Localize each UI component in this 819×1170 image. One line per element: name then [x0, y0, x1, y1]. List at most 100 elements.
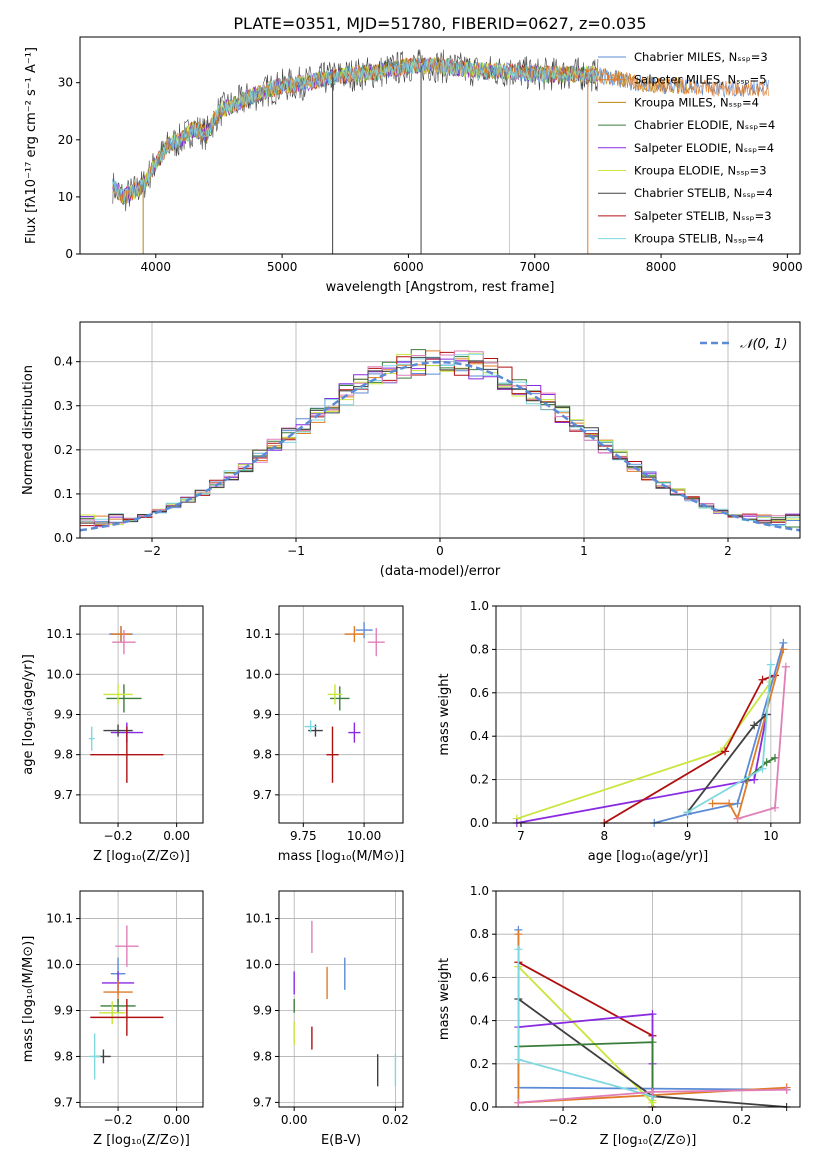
y-tick-label: 10	[58, 190, 73, 204]
y-tick-label: 9.7	[54, 1095, 73, 1109]
legend-label: Salpeter STELIB, Nₛₛₚ=3	[634, 209, 772, 223]
x-tick-label: 0.00	[163, 1113, 190, 1127]
legend-label: Kroupa STELIB, Nₛₛₚ=4	[634, 232, 764, 246]
y-tick-label: 10.1	[46, 627, 73, 641]
residuals-panel: −2 −1 0 1 2 0.0 0.1 0.2 0.3 0.4 (data-model)/error…	[21, 321, 801, 579]
y-axis-label: mass weight	[437, 958, 452, 1040]
spectrum-line-9	[112, 57, 599, 204]
weight-marker	[750, 775, 759, 784]
weight-marker	[683, 808, 692, 817]
y-tick-label: 10.0	[46, 958, 73, 972]
weight-marker	[648, 1038, 657, 1047]
weight-line-6	[686, 713, 768, 813]
legend-label: Kroupa MILES, Nₛₛₚ=4	[634, 95, 759, 109]
x-tick-label: 0.00	[163, 829, 190, 843]
y-tick-label: 0.2	[470, 1057, 489, 1071]
weight-marker	[762, 758, 771, 767]
weight-z-panel: −0.2 0.0 0.2 0.0 0.2 0.4 0.6 0.8 1.0 Z [log₁₀(Z/Z…	[437, 884, 801, 1148]
histogram-series-9	[80, 356, 800, 524]
weight-marker	[771, 803, 780, 812]
z-age-panel: −0.2 0.00 9.7 9.8 9.9 10.0 10.1 Z [log₁₀(Z/Z⊙)]…	[21, 605, 204, 864]
x-tick-label: 10.00	[347, 829, 381, 843]
x-tick-label: −0.2	[104, 829, 133, 843]
axes-frame	[495, 605, 801, 824]
y-tick-label: 20	[58, 133, 73, 147]
x-axis-label: Z [log₁₀(Z/Z⊙)]	[600, 1133, 697, 1148]
figure-title: PLATE=0351, MJD=51780, FIBERID=0627, z=0…	[233, 14, 646, 33]
legend-label: Salpeter MILES, Nₛₛₚ=5	[634, 73, 767, 87]
x-axis-label: E(B-V)	[321, 1133, 361, 1148]
y-tick-label: 0.6	[470, 686, 489, 700]
x-tick-label: 7000	[519, 260, 550, 274]
x-axis-label: Z [log₁₀(Z/Z⊙)]	[93, 1133, 190, 1148]
weight-marker	[721, 747, 730, 756]
y-tick-label: 1.0	[470, 599, 489, 613]
y-tick-label: 9.9	[54, 1003, 73, 1017]
weight-marker	[758, 675, 767, 684]
y-tick-label: 0.0	[470, 816, 489, 830]
x-tick-label: 10	[763, 829, 778, 843]
weight-marker	[514, 1098, 523, 1107]
x-tick-label: 9000	[772, 260, 803, 274]
y-tick-label: 9.7	[253, 788, 272, 802]
axes-frame	[79, 890, 204, 1108]
weight-marker	[782, 1085, 791, 1094]
z-mass-panel: −0.2 0.00 9.7 9.8 9.9 10.0 10.1 Z [log₁₀(Z/Z⊙)]…	[21, 890, 204, 1148]
gaussian-curve	[79, 360, 801, 532]
weight-marker	[648, 1010, 657, 1019]
y-tick-label: 0.4	[470, 1014, 489, 1028]
y-axis-label: Normed distribution	[21, 365, 36, 495]
x-tick-label: −0.2	[104, 1113, 133, 1127]
x-tick-label: 5000	[267, 260, 298, 274]
x-tick-label: 4000	[141, 260, 172, 274]
spectrum-panel: 4000 5000 6000 7000 8000 9000 0 10 20 30 wavelengt…	[24, 36, 803, 295]
x-tick-label: 0.2	[732, 1113, 751, 1127]
weight-line-8	[517, 949, 653, 1098]
y-tick-label: 10.1	[245, 912, 272, 926]
x-tick-label: 0.02	[382, 1113, 409, 1127]
x-tick-label: −0.2	[548, 1113, 577, 1127]
y-tick-label: 9.7	[54, 788, 73, 802]
y-tick-label: 9.8	[253, 1049, 272, 1063]
weight-line-4	[653, 642, 785, 824]
weight-marker	[758, 764, 767, 773]
weight-line-1	[516, 681, 772, 820]
y-tick-label: 10.0	[245, 667, 272, 681]
weight-marker	[781, 662, 790, 671]
y-tick-label: 9.8	[54, 748, 73, 762]
x-tick-label: 1	[580, 544, 588, 558]
weight-marker	[779, 645, 788, 654]
x-tick-label: −1	[287, 544, 305, 558]
y-tick-label: 0.1	[54, 487, 73, 501]
y-tick-label: 9.9	[253, 708, 272, 722]
x-axis-label: Z [log₁₀(Z/Z⊙)]	[93, 849, 190, 864]
spectrum-line-6	[112, 57, 599, 203]
weight-marker	[708, 799, 717, 808]
x-tick-label: 0	[436, 544, 444, 558]
weight-line-3	[603, 674, 776, 824]
y-axis-label: mass weight	[437, 673, 452, 755]
y-tick-label: 10.1	[46, 912, 73, 926]
x-tick-label: 8	[600, 829, 608, 843]
legend-label: Chabrier ELODIE, Nₛₛₚ=4	[634, 118, 775, 132]
x-tick-label: 0.0	[643, 1113, 662, 1127]
y-axis-label: Flux [fλ10⁻¹⁷ erg cm⁻² s⁻¹ A⁻¹]	[24, 47, 39, 244]
x-tick-label: 0.00	[281, 1113, 308, 1127]
y-tick-label: 9.8	[54, 1049, 73, 1063]
x-tick-label: 6000	[393, 260, 424, 274]
legend-label: Kroupa ELODIE, Nₛₛₚ=3	[634, 164, 767, 178]
x-tick-label: 9	[684, 829, 692, 843]
mass-age-panel: 9.75 10.00 9.7 9.8 9.9 10.0 10.1 mass [log₁₀(M/…	[245, 605, 404, 864]
y-tick-label: 0.8	[470, 927, 489, 941]
y-tick-label: 0.4	[470, 729, 489, 743]
x-tick-label: −2	[143, 544, 161, 558]
y-tick-label: 0.0	[54, 531, 73, 545]
weight-marker	[725, 799, 734, 808]
weight-marker	[648, 1087, 657, 1096]
y-tick-label: 9.9	[253, 1003, 272, 1017]
weight-age-panel: 7 8 9 10 0.0 0.2 0.4 0.6 0.8 1.0 age [log₁₀(age/yr…	[437, 599, 801, 864]
y-tick-label: 0	[65, 247, 73, 261]
spectrum-line-2	[112, 57, 769, 204]
y-tick-label: 30	[58, 76, 73, 90]
